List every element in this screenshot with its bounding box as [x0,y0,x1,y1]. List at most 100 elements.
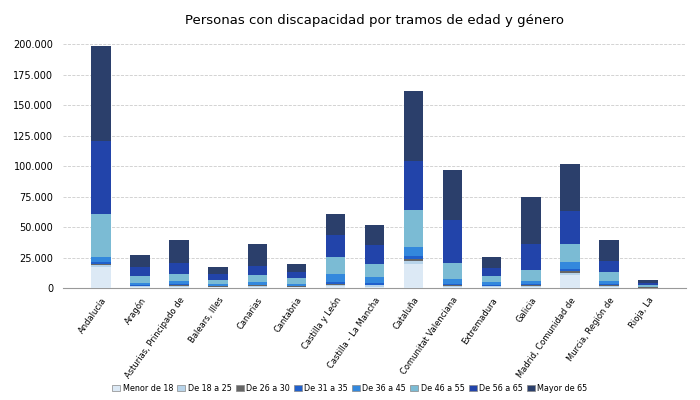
Bar [169,285,189,286]
Bar [248,266,267,276]
Bar [209,280,228,284]
Bar [365,286,384,288]
Bar [209,284,228,286]
Bar [404,261,424,264]
Bar [91,46,111,141]
Bar [365,277,384,283]
Bar [286,264,306,272]
Bar [248,276,267,282]
Bar [443,286,463,288]
Bar [91,262,111,264]
Bar [248,244,267,266]
Bar [248,287,267,288]
Bar [248,284,267,286]
Bar [365,284,384,286]
Bar [130,282,150,285]
Bar [404,161,424,210]
Title: Personas con discapacidad por tramos de edad y género: Personas con discapacidad por tramos de … [185,14,564,27]
Bar [91,141,111,214]
Bar [169,274,189,281]
Bar [521,197,540,244]
Bar [91,266,111,267]
Bar [482,286,501,287]
Bar [326,286,345,288]
Bar [521,270,540,282]
Bar [130,267,150,276]
Bar [404,264,424,288]
Bar [482,257,501,268]
Bar [326,274,345,282]
Bar [209,274,228,280]
Bar [521,244,540,270]
Bar [286,287,306,288]
Bar [326,282,345,284]
Bar [169,286,189,288]
Bar [91,264,111,266]
Bar [326,236,345,258]
Bar [521,287,540,288]
Bar [404,90,424,161]
Bar [521,285,540,286]
Bar [209,267,228,274]
Bar [286,278,306,284]
Bar [286,272,306,278]
Bar [482,282,501,285]
Bar [326,285,345,286]
Bar [521,284,540,285]
Legend: Menor de 18, De 18 a 25, De 26 a 30, De 31 a 35, De 36 a 45, De 46 a 55, De 56 a: Menor de 18, De 18 a 25, De 26 a 30, De … [109,380,591,396]
Bar [638,285,658,287]
Bar [443,170,463,220]
Bar [638,283,658,285]
Bar [365,245,384,264]
Bar [599,261,619,272]
Bar [130,286,150,287]
Bar [599,286,619,287]
Bar [130,255,150,267]
Bar [326,214,345,236]
Bar [130,285,150,286]
Bar [560,274,580,288]
Bar [599,240,619,261]
Bar [599,284,619,285]
Bar [248,286,267,287]
Bar [443,285,463,286]
Bar [326,258,345,274]
Bar [599,272,619,280]
Bar [521,282,540,284]
Bar [404,256,424,259]
Bar [209,287,228,288]
Bar [443,220,463,263]
Bar [365,283,384,284]
Bar [560,210,580,244]
Bar [599,285,619,286]
Bar [404,259,424,261]
Bar [286,284,306,286]
Bar [560,244,580,262]
Bar [521,286,540,287]
Bar [169,240,189,263]
Bar [560,262,580,269]
Bar [443,284,463,285]
Bar [365,225,384,245]
Bar [130,276,150,282]
Bar [560,269,580,271]
Bar [326,284,345,285]
Bar [91,267,111,288]
Bar [560,271,580,273]
Bar [638,280,658,283]
Bar [404,246,424,256]
Bar [599,280,619,284]
Bar [169,284,189,285]
Bar [404,210,424,246]
Bar [169,281,189,284]
Bar [482,268,501,276]
Bar [443,279,463,284]
Bar [443,263,463,279]
Bar [91,214,111,257]
Bar [482,285,501,286]
Bar [560,273,580,274]
Bar [130,287,150,288]
Bar [169,263,189,274]
Bar [482,276,501,282]
Bar [248,282,267,284]
